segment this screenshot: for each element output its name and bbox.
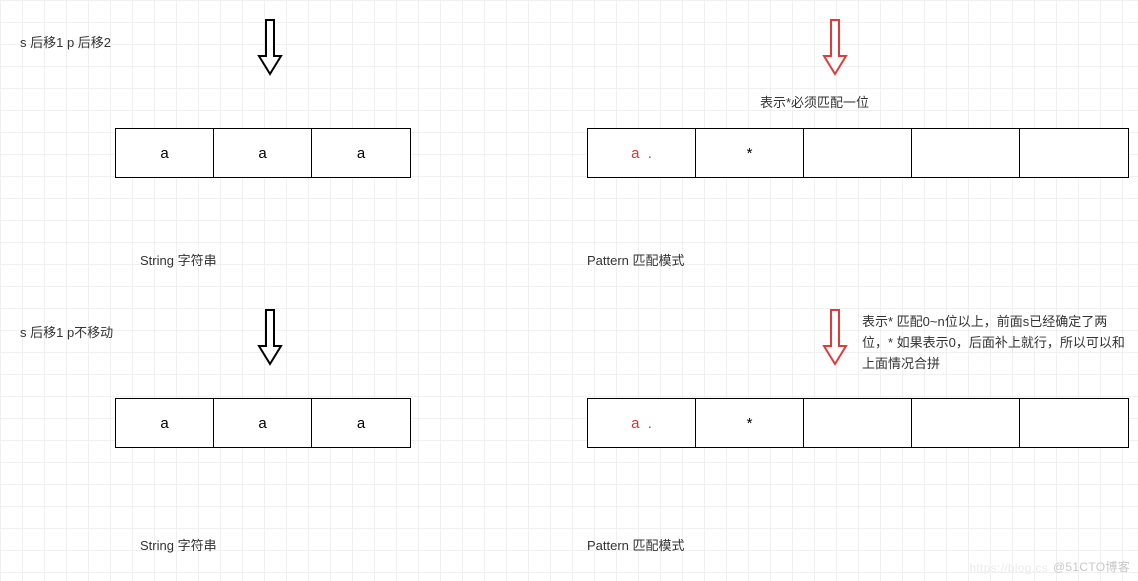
pattern-cell: * — [696, 129, 804, 177]
string-cell: a — [312, 399, 410, 447]
top-string-caption: String 字符串 — [140, 250, 217, 269]
arrow-down-icon — [822, 18, 848, 76]
arrow-down-icon — [257, 18, 283, 76]
pattern-cell — [1020, 399, 1128, 447]
string-cell: a — [116, 129, 214, 177]
watermark-faint: https://blog.cs — [969, 561, 1048, 575]
string-cell: a — [214, 129, 312, 177]
pattern-cell — [804, 399, 912, 447]
string-cell: a — [214, 399, 312, 447]
top-string-row: a a a — [115, 128, 411, 178]
string-cell: a — [312, 129, 410, 177]
pattern-cell — [804, 129, 912, 177]
bottom-pattern-row: a . * — [587, 398, 1129, 448]
bottom-string-caption: String 字符串 — [140, 535, 217, 554]
pattern-cell — [912, 399, 1020, 447]
pattern-cell: a . — [588, 399, 696, 447]
top-right-note: 表示*必须匹配一位 — [760, 92, 869, 111]
pattern-cell: * — [696, 399, 804, 447]
watermark: @51CTO博客 — [1053, 558, 1130, 575]
pattern-cell — [1020, 129, 1128, 177]
arrow-down-icon — [822, 308, 848, 366]
top-pattern-caption: Pattern 匹配模式 — [587, 250, 685, 269]
top-left-note: s 后移1 p 后移2 — [20, 32, 111, 51]
bottom-string-row: a a a — [115, 398, 411, 448]
arrow-down-icon — [257, 308, 283, 366]
pattern-cell — [912, 129, 1020, 177]
pattern-cell: a . — [588, 129, 696, 177]
top-pattern-row: a . * — [587, 128, 1129, 178]
string-cell: a — [116, 399, 214, 447]
bottom-right-note: 表示* 匹配0~n位以上，前面s已经确定了两位，* 如果表示0，后面补上就行，所… — [862, 312, 1128, 374]
bottom-pattern-caption: Pattern 匹配模式 — [587, 535, 685, 554]
bottom-left-note: s 后移1 p不移动 — [20, 322, 113, 341]
